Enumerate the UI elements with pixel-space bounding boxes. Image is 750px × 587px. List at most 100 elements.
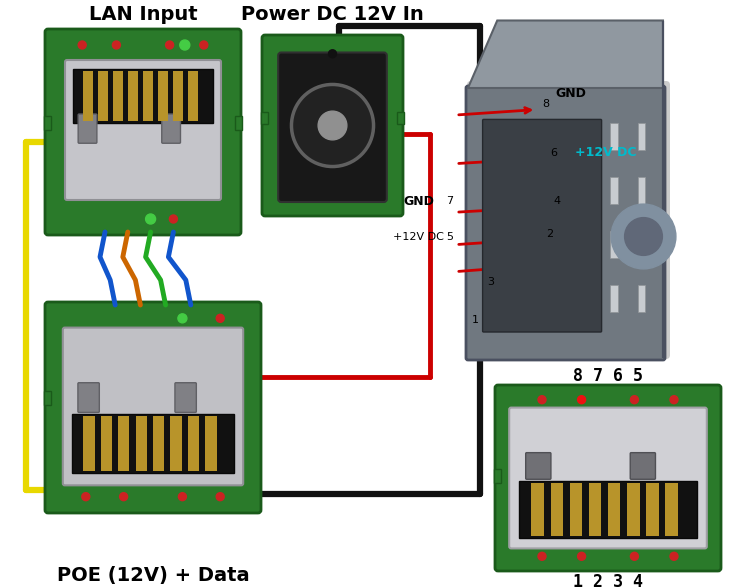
Bar: [261, 112, 268, 123]
FancyBboxPatch shape: [45, 29, 241, 235]
Text: Power DC 12V In: Power DC 12V In: [242, 5, 424, 23]
Circle shape: [78, 41, 86, 49]
Bar: [638, 285, 646, 312]
Text: +12V DC: +12V DC: [393, 231, 444, 241]
Bar: [158, 71, 168, 121]
Bar: [235, 116, 242, 130]
Bar: [665, 483, 678, 536]
Bar: [532, 483, 544, 536]
Text: GND: GND: [403, 195, 433, 208]
Text: GND: GND: [556, 87, 586, 100]
FancyBboxPatch shape: [45, 302, 261, 513]
Text: 3: 3: [488, 278, 494, 288]
Circle shape: [146, 214, 155, 224]
FancyBboxPatch shape: [78, 383, 99, 413]
Circle shape: [166, 41, 173, 49]
Text: LAN Input: LAN Input: [88, 5, 197, 23]
FancyBboxPatch shape: [482, 119, 602, 332]
Circle shape: [292, 85, 374, 167]
Bar: [550, 483, 563, 536]
Bar: [118, 416, 130, 471]
Text: 1 2 3 4: 1 2 3 4: [573, 573, 643, 587]
Text: POE (12V) + Data: POE (12V) + Data: [57, 565, 249, 585]
Bar: [494, 469, 501, 483]
FancyBboxPatch shape: [495, 385, 721, 571]
Bar: [638, 177, 646, 204]
Bar: [73, 69, 213, 123]
Bar: [98, 71, 108, 121]
Circle shape: [178, 314, 187, 323]
FancyBboxPatch shape: [467, 81, 670, 359]
Bar: [638, 123, 646, 150]
Bar: [610, 231, 618, 258]
Text: 4: 4: [554, 197, 561, 207]
Bar: [646, 483, 658, 536]
FancyBboxPatch shape: [162, 114, 181, 143]
Text: 6: 6: [550, 148, 557, 158]
Bar: [72, 414, 234, 473]
Circle shape: [170, 215, 178, 223]
Circle shape: [625, 218, 662, 255]
Bar: [128, 71, 138, 121]
Bar: [397, 112, 404, 123]
Circle shape: [82, 492, 90, 501]
Circle shape: [611, 204, 676, 269]
Circle shape: [216, 492, 224, 501]
Bar: [627, 483, 640, 536]
Bar: [44, 116, 51, 130]
FancyBboxPatch shape: [630, 453, 656, 479]
Circle shape: [318, 111, 346, 140]
Bar: [608, 483, 620, 536]
FancyBboxPatch shape: [65, 60, 221, 200]
Bar: [610, 123, 618, 150]
Bar: [136, 416, 147, 471]
Bar: [83, 416, 94, 471]
Text: +12V DC: +12V DC: [575, 146, 637, 159]
FancyBboxPatch shape: [63, 328, 243, 485]
FancyBboxPatch shape: [466, 86, 665, 360]
Bar: [188, 416, 200, 471]
Circle shape: [112, 41, 121, 49]
Circle shape: [578, 396, 586, 404]
Circle shape: [538, 552, 546, 561]
Bar: [638, 231, 646, 258]
Circle shape: [328, 50, 337, 58]
Circle shape: [670, 396, 678, 404]
Bar: [519, 481, 697, 538]
FancyBboxPatch shape: [78, 114, 97, 143]
Text: 2: 2: [546, 229, 553, 239]
Bar: [143, 71, 153, 121]
Circle shape: [578, 552, 586, 561]
Bar: [113, 71, 123, 121]
Circle shape: [178, 492, 187, 501]
Bar: [82, 71, 93, 121]
FancyBboxPatch shape: [262, 35, 403, 216]
Bar: [100, 416, 112, 471]
Bar: [44, 391, 51, 405]
Circle shape: [180, 40, 190, 50]
Circle shape: [216, 314, 224, 322]
Bar: [570, 483, 582, 536]
FancyBboxPatch shape: [175, 383, 196, 413]
Polygon shape: [468, 21, 663, 88]
FancyBboxPatch shape: [278, 52, 387, 202]
Text: 7: 7: [446, 197, 453, 207]
Circle shape: [631, 552, 638, 561]
FancyBboxPatch shape: [509, 407, 706, 548]
Bar: [170, 416, 182, 471]
Bar: [188, 71, 198, 121]
Circle shape: [631, 396, 638, 404]
Bar: [153, 416, 164, 471]
Circle shape: [538, 396, 546, 404]
Bar: [173, 71, 183, 121]
Text: 8 7 6 5: 8 7 6 5: [573, 367, 643, 385]
Bar: [206, 416, 217, 471]
Circle shape: [670, 552, 678, 561]
Circle shape: [119, 492, 128, 501]
Bar: [610, 285, 618, 312]
Circle shape: [200, 41, 208, 49]
FancyBboxPatch shape: [526, 453, 551, 479]
Text: 1: 1: [472, 315, 479, 325]
Bar: [589, 483, 602, 536]
Text: 5: 5: [446, 231, 453, 241]
